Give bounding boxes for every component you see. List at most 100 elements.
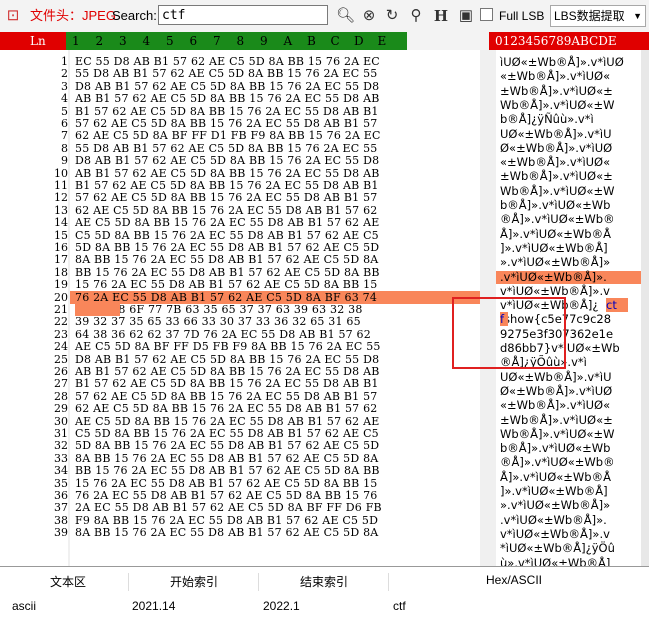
ascii-row[interactable]: v*ìUØ«±Wb®Å]».v bbox=[500, 526, 610, 541]
hex-row[interactable]: 57 62 AE C5 5D 8A BB 15 76 2A EC 55 D8 A… bbox=[75, 389, 378, 403]
clear-icon[interactable]: ⊗ bbox=[362, 7, 376, 24]
ascii-row[interactable]: «±Wb®Å]».v*ìUØ« bbox=[500, 398, 611, 413]
hex-row[interactable]: 5D 8A BB 15 76 2A EC 55 D8 AB B1 57 62 A… bbox=[75, 241, 380, 254]
hex-pane[interactable]: EC 55 D8 AB B1 57 62 AE C5 5D 8A BB 15 7… bbox=[70, 50, 480, 566]
line-number: 25 bbox=[54, 352, 68, 366]
h-icon[interactable]: H bbox=[433, 7, 449, 25]
hex-row[interactable]: 5D 8A BB 15 76 2A EC 55 D8 AB B1 57 62 A… bbox=[75, 439, 380, 453]
hex-row[interactable]: AB B1 57 62 AE C5 5D 8A BB 15 76 2A EC 5… bbox=[75, 166, 380, 180]
line-number: 38 bbox=[54, 513, 68, 527]
hex-row[interactable]: EC 55 D8 AB B1 57 62 AE C5 5D 8A BB 15 7… bbox=[75, 55, 380, 68]
vertical-scrollbar[interactable] bbox=[641, 50, 649, 566]
ascii-row[interactable]: ».v*ìUØ«±Wb®Å]» bbox=[500, 498, 611, 513]
hex-col-header: E bbox=[377, 34, 387, 48]
ascii-row[interactable]: Å]».v*ìUØ«±Wb®Å bbox=[500, 469, 611, 484]
hex-row[interactable]: 39 32 37 35 65 33 66 33 30 37 33 36 32 6… bbox=[75, 315, 361, 329]
line-number: 4 bbox=[61, 92, 68, 106]
ascii-row[interactable]: b®Å]¿ÿÑûù».v*ì bbox=[500, 112, 594, 127]
hex-row[interactable]: 62 AE C5 5D 8A BF FF D1 FB F9 8A BB 15 7… bbox=[75, 129, 381, 143]
result-match[interactable]: ctf bbox=[393, 599, 406, 613]
ascii-row[interactable]: Ø«±Wb®Å]».v*ìUØ bbox=[500, 383, 613, 398]
ascii-row[interactable]: Ø«±Wb®Å]».v*ìUØ bbox=[500, 140, 613, 155]
results-header-text-area: 文本区 bbox=[50, 575, 87, 589]
ascii-row[interactable]: ]».v*ìUØ«±Wb®Å] bbox=[500, 240, 608, 255]
result-start-index[interactable]: 2021.14 bbox=[132, 599, 176, 613]
results-divider bbox=[388, 573, 389, 591]
hex-row[interactable]: 8A BB 15 76 2A EC 55 D8 AB B1 57 62 AE C… bbox=[75, 253, 379, 267]
hex-row[interactable]: 15 76 2A EC 55 D8 AB B1 57 62 AE C5 5D 8… bbox=[75, 278, 378, 292]
ascii-row[interactable]: ®Å]».v*ìUØ«±Wb® bbox=[500, 455, 615, 470]
refresh-icon[interactable]: ↻ bbox=[385, 7, 399, 24]
hex-row[interactable]: F9 8A BB 15 76 2A EC 55 D8 AB B1 57 62 A… bbox=[75, 513, 379, 527]
ascii-row[interactable]: UØ«±Wb®Å]».v*ìU bbox=[500, 369, 612, 384]
ascii-row[interactable]: ».v*ìUØ«±Wb®Å]» bbox=[500, 255, 611, 270]
ascii-row[interactable]: Wb®Å]».v*ìUØ«±W bbox=[500, 426, 615, 441]
ascii-pane[interactable]: ìUØ«±Wb®Å]».v*ìUØ «±Wb®Å]».v*ìUØ« ±Wb®Å]».… bbox=[496, 50, 641, 566]
ascii-row[interactable]: Wb®Å]».v*ìUØ«±W bbox=[500, 183, 615, 198]
image-icon[interactable]: ▣ bbox=[458, 7, 474, 24]
magnify-icon[interactable]: ⚲ bbox=[410, 7, 422, 24]
hex-row[interactable]: BB 15 76 2A EC 55 D8 AB B1 57 62 AE C5 5… bbox=[75, 464, 380, 478]
lbs-extract-select[interactable]: LBS数据提取 ▼ bbox=[550, 5, 646, 27]
search-input[interactable] bbox=[158, 5, 328, 25]
ascii-row[interactable]: UØ«±Wb®Å]».v*ìU bbox=[500, 126, 612, 141]
hex-row[interactable]: 57 62 AE C5 5D 8A BB 15 76 2A EC 55 D8 A… bbox=[75, 117, 378, 130]
ascii-row[interactable]: .v*ìUØ«±Wb®Å]». bbox=[500, 512, 607, 527]
hex-row[interactable]: AE C5 5D 8A BB 15 76 2A EC 55 D8 AB B1 5… bbox=[75, 414, 380, 428]
hex-row[interactable]: B1 57 62 AE C5 5D 8A BB 15 76 2A EC 55 D… bbox=[75, 377, 379, 391]
ascii-row[interactable]: 9275e3f307362e1e bbox=[500, 326, 614, 341]
result-text-area[interactable]: ascii bbox=[12, 599, 37, 613]
hex-row[interactable]: C5 5D 8A BB 15 76 2A EC 55 D8 AB B1 57 6… bbox=[75, 228, 379, 242]
hex-row[interactable]: 76 2A EC 55 D8 AB B1 57 62 AE C5 5D 8A B… bbox=[75, 489, 378, 502]
ascii-row[interactable]: ìUØ«±Wb®Å]».v*ìUØ bbox=[500, 55, 624, 69]
hex-row[interactable]: 8A BB 15 76 2A EC 55 D8 AB B1 57 62 AE C… bbox=[75, 451, 379, 465]
hex-row[interactable]: BB 15 76 2A EC 55 D8 AB B1 57 62 AE C5 5… bbox=[75, 265, 380, 279]
hex-row[interactable]: AE C5 5D 8A BB 15 76 2A EC 55 D8 AB B1 5… bbox=[75, 216, 380, 230]
hex-row[interactable]: 55 D8 AB B1 57 62 AE C5 5D 8A BB 15 76 2… bbox=[75, 67, 378, 81]
hex-row[interactable]: D8 AB B1 57 62 AE C5 5D 8A BB 15 76 2A E… bbox=[75, 154, 380, 168]
hex-row[interactable]: 8A BB 15 76 2A EC 55 D8 AB B1 57 62 AE C… bbox=[75, 526, 379, 540]
hex-row[interactable]: D8 AB B1 57 62 AE C5 5D 8A BB 15 76 2A E… bbox=[75, 352, 380, 366]
hex-row[interactable]: D8 AB B1 57 62 AE C5 5D 8A BB 15 76 2A E… bbox=[75, 79, 380, 93]
line-number: 37 bbox=[54, 501, 68, 515]
ascii-row[interactable]: Å]».v*ìUØ«±Wb®Å bbox=[500, 226, 611, 241]
ascii-row[interactable]: ±Wb®Å]».v*ìUØ«± bbox=[500, 169, 613, 184]
hex-row[interactable]: 62 AE C5 5D 8A BB 15 76 2A EC 55 D8 AB B… bbox=[75, 203, 378, 217]
ascii-row[interactable]: v*ìUØ«±Wb®Å]».v bbox=[500, 283, 610, 298]
ascii-row[interactable]: b®Å]».v*ìUØ«±Wb bbox=[500, 441, 611, 456]
hex-row[interactable]: 64 38 36 62 62 37 7D 76 2A EC 55 D8 AB B… bbox=[75, 327, 371, 341]
hex-row[interactable]: AB B1 57 62 AE C5 5D 8A BB 15 76 2A EC 5… bbox=[75, 92, 380, 106]
hex-row[interactable]: 55 D8 AB B1 57 62 AE C5 5D 8A BB 15 76 2… bbox=[75, 141, 378, 155]
hex-row[interactable]: 57 62 AE C5 5D 8A BB 15 76 2A EC 55 D8 A… bbox=[75, 191, 378, 205]
ascii-row[interactable]: b®Å]».v*ìUØ«±Wb bbox=[500, 198, 611, 212]
ascii-row[interactable]: *ìUØ«±Wb®Å]¿ÿÖû bbox=[500, 541, 615, 556]
hex-row[interactable]: 15 76 2A EC 55 D8 AB B1 57 62 AE C5 5D 8… bbox=[75, 476, 378, 490]
ascii-row[interactable]: d86bb7}v*ìUØ«±Wb bbox=[500, 341, 620, 355]
ascii-row[interactable]: v*ìUØ«±Wb®Å]¿ bbox=[500, 298, 599, 313]
ascii-row[interactable]: Wb®Å]».v*ìUØ«±W bbox=[500, 97, 615, 112]
ascii-row[interactable]: «±Wb®Å]».v*ìUØ« bbox=[500, 155, 611, 170]
hex-row[interactable]: 2A EC 55 D8 AB B1 57 62 AE C5 5D 8A BF F… bbox=[75, 501, 382, 515]
ascii-row[interactable]: ±Wb®Å]».v*ìUØ«± bbox=[500, 83, 613, 98]
ascii-row[interactable]: fshow{c5e77c9c28 bbox=[500, 312, 612, 327]
hex-row[interactable]: B1 57 62 AE C5 5D 8A BB 15 76 2A EC 55 D… bbox=[75, 104, 379, 118]
ascii-row[interactable]: ù».v*ìUØ«±Wb®Å] bbox=[500, 555, 611, 567]
ascii-row[interactable]: ®Å]».v*ìUØ«±Wb® bbox=[500, 212, 615, 227]
ascii-row[interactable]: ]».v*ìUØ«±Wb®Å] bbox=[500, 484, 608, 498]
full-lsb-checkbox[interactable] bbox=[480, 8, 493, 21]
hex-row[interactable]: C5 5D 8A BB 15 76 2A EC 55 D8 AB B1 57 6… bbox=[75, 427, 379, 440]
ascii-row[interactable]: .v*ìUØ«±Wb®Å]». bbox=[500, 269, 607, 284]
results-header-end: 结束索引 bbox=[300, 575, 349, 589]
hex-col-header: 7 bbox=[213, 34, 221, 48]
ascii-row[interactable]: ±Wb®Å]».v*ìUØ«± bbox=[500, 412, 613, 427]
bookmark-icon[interactable]: ⊡ bbox=[6, 7, 20, 24]
hex-row[interactable]: 62 AE C5 5D 8A BB 15 76 2A EC 55 D8 AB B… bbox=[75, 402, 378, 416]
hex-row[interactable]: 76 2A EC 55 D8 AB B1 57 62 AE C5 5D 8A B… bbox=[75, 290, 378, 304]
hex-row[interactable]: AE C5 5D 8A BF FF D5 FB F9 8A BB 15 76 2… bbox=[75, 340, 381, 354]
result-end-index[interactable]: 2022.1 bbox=[263, 599, 300, 613]
hex-row[interactable]: AB B1 57 62 AE C5 5D 8A BB 15 76 2A EC 5… bbox=[75, 365, 380, 378]
ascii-row[interactable]: «±Wb®Å]».v*ìUØ« bbox=[500, 69, 611, 84]
hex-row[interactable]: B1 57 62 AE C5 5D 8A BB 15 76 2A EC 55 D… bbox=[75, 179, 379, 192]
search-icon[interactable]: 🔍︎ bbox=[336, 7, 356, 24]
